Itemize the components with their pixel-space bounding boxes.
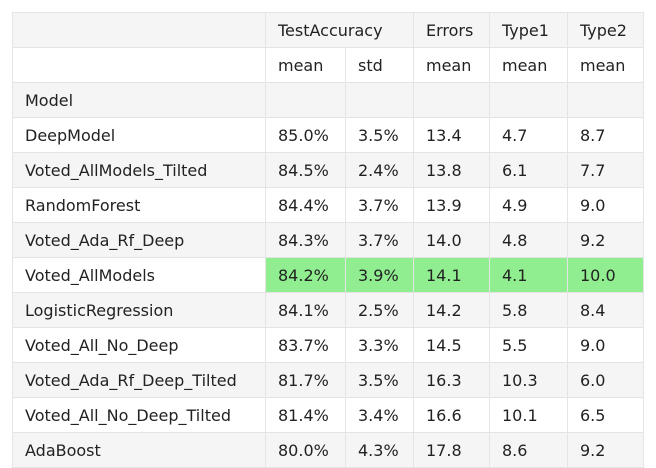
model-name-cell: Voted_All_No_Deep [12, 327, 266, 363]
model-name-cell: DeepModel [12, 117, 266, 153]
cell-accuracy-std: 3.9% [345, 257, 414, 293]
cell-type2-mean: 8.4 [567, 292, 644, 328]
header-group-type1: Type1 [489, 12, 568, 48]
header-row-index: Model [12, 82, 644, 118]
header-stat-type2-mean: mean [567, 47, 644, 83]
cell-accuracy-mean: 83.7% [265, 327, 346, 363]
cell-accuracy-mean: 80.0% [265, 432, 346, 468]
cell-accuracy-mean: 81.4% [265, 397, 346, 433]
cell-errors-mean: 14.2 [413, 292, 490, 328]
results-table-container: TestAccuracy Errors Type1 Type2 mean std… [12, 12, 644, 468]
cell-errors-mean: 16.3 [413, 362, 490, 398]
cell-type2-mean: 10.0 [567, 257, 644, 293]
header-corner [12, 12, 266, 48]
table-row: Voted_All_No_Deep_Tilted 81.4% 3.4% 16.6 10.… [12, 397, 644, 433]
table-row: Voted_All_No_Deep 83.7% 3.3% 14.5 5.5 9.0 [12, 327, 644, 363]
cell-errors-mean: 17.8 [413, 432, 490, 468]
cell-accuracy-mean: 84.5% [265, 152, 346, 188]
header-row-stats: mean std mean mean mean [12, 47, 644, 83]
cell-accuracy-mean: 84.3% [265, 222, 346, 258]
cell-type1-mean: 4.9 [489, 187, 568, 223]
header-group-testaccuracy: TestAccuracy [265, 12, 414, 48]
header-stat-errors-mean: mean [413, 47, 490, 83]
model-name-cell: Voted_AllModels [12, 257, 266, 293]
cell-accuracy-std: 2.5% [345, 292, 414, 328]
cell-accuracy-mean: 84.1% [265, 292, 346, 328]
cell-type1-mean: 4.7 [489, 117, 568, 153]
index-blank [489, 82, 568, 118]
header-group-type2: Type2 [567, 12, 644, 48]
model-name-cell: Voted_Ada_Rf_Deep_Tilted [12, 362, 266, 398]
cell-type2-mean: 9.2 [567, 432, 644, 468]
results-table: TestAccuracy Errors Type1 Type2 mean std… [12, 12, 644, 468]
cell-type1-mean: 10.1 [489, 397, 568, 433]
cell-type2-mean: 9.0 [567, 327, 644, 363]
index-blank [567, 82, 644, 118]
cell-accuracy-std: 4.3% [345, 432, 414, 468]
cell-type1-mean: 4.1 [489, 257, 568, 293]
index-blank [345, 82, 414, 118]
cell-accuracy-std: 3.7% [345, 222, 414, 258]
cell-type1-mean: 10.3 [489, 362, 568, 398]
cell-type1-mean: 5.8 [489, 292, 568, 328]
cell-accuracy-mean: 85.0% [265, 117, 346, 153]
header-stat-blank [12, 47, 266, 83]
cell-type1-mean: 6.1 [489, 152, 568, 188]
cell-type1-mean: 4.8 [489, 222, 568, 258]
table-row: Voted_Ada_Rf_Deep 84.3% 3.7% 14.0 4.8 9.2 [12, 222, 644, 258]
cell-errors-mean: 14.5 [413, 327, 490, 363]
model-name-cell: LogisticRegression [12, 292, 266, 328]
table-row: RandomForest 84.4% 3.7% 13.9 4.9 9.0 [12, 187, 644, 223]
cell-accuracy-mean: 84.2% [265, 257, 346, 293]
cell-accuracy-std: 3.5% [345, 362, 414, 398]
cell-accuracy-std: 3.7% [345, 187, 414, 223]
model-name-cell: Voted_AllModels_Tilted [12, 152, 266, 188]
cell-errors-mean: 16.6 [413, 397, 490, 433]
cell-accuracy-mean: 81.7% [265, 362, 346, 398]
header-row-groups: TestAccuracy Errors Type1 Type2 [12, 12, 644, 48]
cell-type2-mean: 6.0 [567, 362, 644, 398]
index-blank [413, 82, 490, 118]
table-row: Voted_Ada_Rf_Deep_Tilted 81.7% 3.5% 16.3 10.… [12, 362, 644, 398]
index-blank [265, 82, 346, 118]
table-row: AdaBoost 80.0% 4.3% 17.8 8.6 9.2 [12, 432, 644, 468]
cell-type2-mean: 6.5 [567, 397, 644, 433]
model-name-cell: RandomForest [12, 187, 266, 223]
cell-accuracy-mean: 84.4% [265, 187, 346, 223]
table-row: Voted_AllModels 84.2% 3.9% 14.1 4.1 10.0 [12, 257, 644, 293]
cell-errors-mean: 14.1 [413, 257, 490, 293]
table-row: LogisticRegression 84.1% 2.5% 14.2 5.8 8.4 [12, 292, 644, 328]
table-row: Voted_AllModels_Tilted 84.5% 2.4% 13.8 6.1 7.… [12, 152, 644, 188]
cell-accuracy-std: 3.5% [345, 117, 414, 153]
cell-type2-mean: 7.7 [567, 152, 644, 188]
cell-errors-mean: 13.4 [413, 117, 490, 153]
cell-errors-mean: 13.8 [413, 152, 490, 188]
cell-errors-mean: 13.9 [413, 187, 490, 223]
header-stat-type1-mean: mean [489, 47, 568, 83]
table-row: DeepModel 85.0% 3.5% 13.4 4.7 8.7 [12, 117, 644, 153]
cell-accuracy-std: 2.4% [345, 152, 414, 188]
cell-type2-mean: 8.7 [567, 117, 644, 153]
header-group-errors: Errors [413, 12, 490, 48]
cell-accuracy-std: 3.3% [345, 327, 414, 363]
model-name-cell: Voted_All_No_Deep_Tilted [12, 397, 266, 433]
cell-type2-mean: 9.2 [567, 222, 644, 258]
cell-type2-mean: 9.0 [567, 187, 644, 223]
index-name: Model [12, 82, 266, 118]
cell-type1-mean: 5.5 [489, 327, 568, 363]
header-stat-accuracy-std: std [345, 47, 414, 83]
table-body: DeepModel 85.0% 3.5% 13.4 4.7 8.7 Voted_AllMod… [12, 117, 644, 468]
model-name-cell: Voted_Ada_Rf_Deep [12, 222, 266, 258]
cell-errors-mean: 14.0 [413, 222, 490, 258]
model-name-cell: AdaBoost [12, 432, 266, 468]
header-stat-accuracy-mean: mean [265, 47, 346, 83]
cell-accuracy-std: 3.4% [345, 397, 414, 433]
cell-type1-mean: 8.6 [489, 432, 568, 468]
